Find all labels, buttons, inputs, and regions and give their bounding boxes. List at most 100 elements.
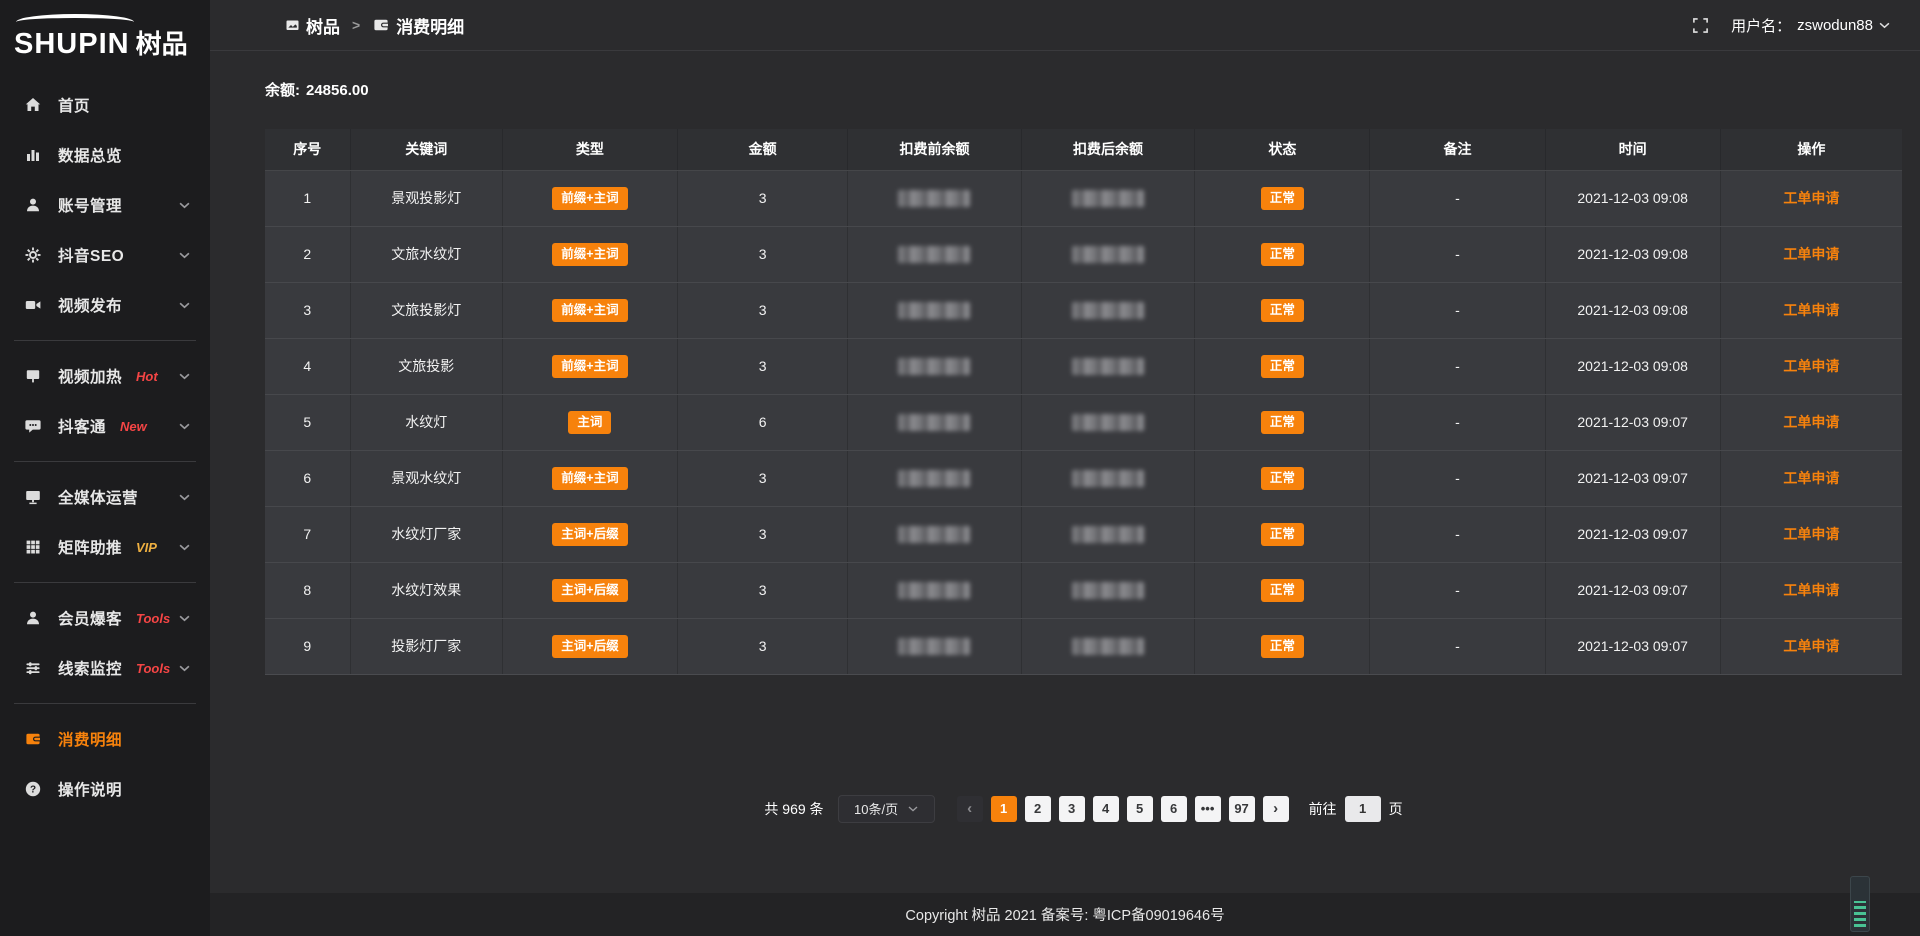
- type-badge: 前缀+主词: [552, 354, 628, 378]
- sidebar-item-member-burst[interactable]: 会员爆客 Tools: [0, 593, 210, 643]
- type-badge: 前缀+主词: [552, 466, 628, 490]
- column-header: 序号: [265, 129, 351, 171]
- sidebar-item-media-operation[interactable]: 全媒体运营: [0, 472, 210, 522]
- goto-label: 前往: [1308, 800, 1337, 817]
- sidebar-item-home[interactable]: 首页: [0, 80, 210, 130]
- censored-value: [1072, 357, 1144, 375]
- cell-action: 工单申请: [1720, 618, 1902, 675]
- sidebar-item-douyin-seo[interactable]: 抖音SEO: [0, 230, 210, 280]
- cell-time: 2021-12-03 09:08: [1545, 226, 1721, 283]
- cell-time: 2021-12-03 09:08: [1545, 282, 1721, 339]
- cell-time: 2021-12-03 09:07: [1545, 506, 1721, 563]
- sidebar-divider: [14, 461, 196, 462]
- page-button-3[interactable]: 3: [1058, 795, 1085, 822]
- sidebar-item-data-overview[interactable]: 数据总览: [0, 130, 210, 180]
- balance: 余额: 24856.00: [265, 79, 1902, 99]
- sidebar-item-consumption-detail[interactable]: 消费明细: [0, 714, 210, 764]
- next-page-button[interactable]: ›: [1262, 795, 1289, 822]
- censored-value: [1072, 469, 1144, 487]
- page-button-4[interactable]: 4: [1092, 795, 1119, 822]
- sidebar-item-label: 首页: [58, 98, 91, 115]
- app-icon: [285, 18, 300, 33]
- ticket-apply-link[interactable]: 工单申请: [1783, 246, 1840, 262]
- ticket-apply-link[interactable]: 工单申请: [1783, 190, 1840, 206]
- status-badge: 正常: [1260, 242, 1304, 266]
- cell-action: 工单申请: [1720, 226, 1902, 283]
- ticket-apply-link[interactable]: 工单申请: [1783, 414, 1840, 430]
- cell-time: 2021-12-03 09:08: [1545, 338, 1721, 395]
- goto-page-input[interactable]: [1344, 795, 1381, 822]
- cell-action: 工单申请: [1720, 394, 1902, 451]
- censored-value: [1072, 189, 1144, 207]
- username-value: zswodun88: [1797, 16, 1873, 34]
- ticket-apply-link[interactable]: 工单申请: [1783, 582, 1840, 598]
- more-pages-button[interactable]: •••: [1194, 795, 1221, 822]
- cell-action: 工单申请: [1720, 450, 1902, 507]
- cell-time: 2021-12-03 09:07: [1545, 562, 1721, 619]
- cell-amount: 3: [677, 226, 849, 283]
- user-menu[interactable]: 用户名： zswodun88: [1731, 15, 1890, 36]
- status-badge: 正常: [1260, 634, 1304, 658]
- sidebar-item-badge: VIP: [136, 539, 157, 555]
- bar-chart-icon: [24, 146, 44, 164]
- sidebar-item-label: 抖客通: [58, 419, 107, 436]
- page-button-6[interactable]: 6: [1160, 795, 1187, 822]
- chevron-down-icon: [179, 615, 190, 622]
- cell-type: 主词+后缀: [502, 618, 679, 675]
- ticket-apply-link[interactable]: 工单申请: [1783, 358, 1840, 374]
- cell-balance-after: [1021, 450, 1196, 507]
- sidebar-item-matrix-boost[interactable]: 矩阵助推 VIP: [0, 522, 210, 572]
- breadcrumb-item[interactable]: 树品: [285, 13, 340, 38]
- cell-balance-after: [1021, 170, 1196, 227]
- username-label: 用户名：: [1731, 17, 1792, 35]
- cell-amount: 3: [677, 338, 849, 395]
- cell-balance-before: [847, 618, 1022, 675]
- ticket-apply-link[interactable]: 工单申请: [1783, 526, 1840, 542]
- floating-widget[interactable]: [1850, 876, 1870, 932]
- cell-balance-before: [847, 282, 1022, 339]
- sidebar-item-account-management[interactable]: 账号管理: [0, 180, 210, 230]
- topbar-right: 用户名： zswodun88: [1692, 15, 1890, 36]
- ticket-apply-link[interactable]: 工单申请: [1783, 470, 1840, 486]
- cell-amount: 3: [677, 170, 849, 227]
- type-badge: 前缀+主词: [552, 242, 628, 266]
- cell-type: 主词+后缀: [502, 562, 679, 619]
- censored-value: [898, 189, 971, 207]
- page-button-5[interactable]: 5: [1126, 795, 1153, 822]
- cell-amount: 3: [677, 450, 849, 507]
- cell-note: -: [1369, 562, 1546, 619]
- table-row: 2 文旅水纹灯 前缀+主词 3 正常 -2021-12-03 09:08 工单申请: [265, 226, 1902, 283]
- censored-value: [898, 301, 971, 319]
- cell-type: 主词+后缀: [502, 506, 679, 563]
- breadcrumb-item[interactable]: 消费明细: [372, 13, 464, 38]
- cell-status: 正常: [1194, 170, 1371, 227]
- svg-text:?: ?: [30, 784, 36, 795]
- sidebar-item-clue-monitor[interactable]: 线索监控 Tools: [0, 643, 210, 693]
- footer: Copyright 树品 2021 备案号: 粤ICP备09019646号: [210, 893, 1920, 936]
- sidebar-item-video-publish[interactable]: 视频发布: [0, 280, 210, 330]
- ticket-apply-link[interactable]: 工单申请: [1783, 638, 1840, 654]
- page-button-97[interactable]: 97: [1228, 795, 1255, 822]
- type-badge: 前缀+主词: [552, 298, 628, 322]
- cell-keyword: 文旅投影灯: [350, 282, 503, 339]
- table-row: 5 水纹灯 主词 6 正常 -2021-12-03 09:07 工单申请: [265, 394, 1902, 451]
- sidebar-item-douketong[interactable]: 抖客通 New: [0, 401, 210, 451]
- status-badge: 正常: [1260, 522, 1304, 546]
- fullscreen-icon[interactable]: [1692, 17, 1709, 34]
- cell-amount: 3: [677, 506, 849, 563]
- cell-keyword: 景观投影灯: [350, 170, 503, 227]
- column-header: 状态: [1194, 129, 1371, 171]
- cell-type: 主词: [502, 394, 679, 451]
- ticket-apply-link[interactable]: 工单申请: [1783, 302, 1840, 318]
- page-button-1[interactable]: 1: [990, 795, 1017, 822]
- sidebar-item-operation-guide[interactable]: ? 操作说明: [0, 764, 210, 814]
- sidebar-item-label: 视频加热: [58, 369, 123, 386]
- censored-value: [1072, 301, 1144, 319]
- cell-status: 正常: [1194, 506, 1371, 563]
- page-button-2[interactable]: 2: [1024, 795, 1051, 822]
- goto-suffix: 页: [1388, 800, 1403, 817]
- prev-page-button[interactable]: ‹: [956, 795, 983, 822]
- page-size-select[interactable]: 10条/页: [837, 794, 935, 823]
- cell-note: -: [1369, 394, 1546, 451]
- sidebar-item-video-heat[interactable]: 视频加热 Hot: [0, 351, 210, 401]
